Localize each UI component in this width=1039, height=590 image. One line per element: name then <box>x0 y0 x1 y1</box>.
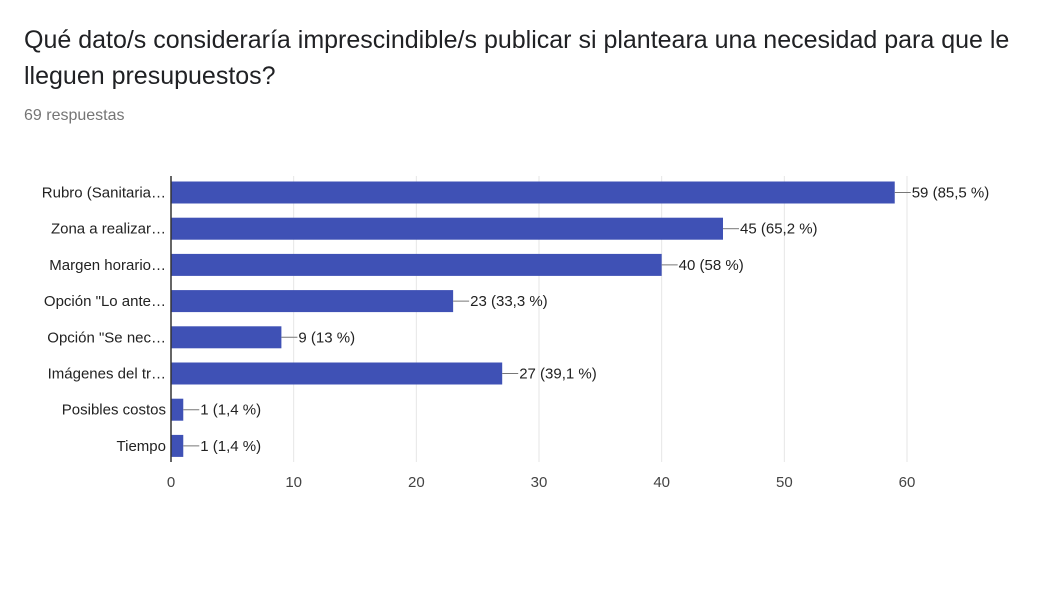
category-label: Opción "Lo ante… <box>44 293 166 310</box>
tick-labels: 0 10 20 30 40 50 60 <box>167 474 916 491</box>
bar <box>171 253 662 276</box>
tick-label: 20 <box>408 474 425 491</box>
category-label: Posibles costos <box>62 402 166 419</box>
category-label: Imágenes del tr… <box>48 366 166 383</box>
data-label: 59 (85,5 %) <box>912 185 990 202</box>
bar <box>171 326 282 349</box>
bar <box>171 217 723 240</box>
question-title: Qué dato/s consideraría imprescindible/s… <box>24 26 1010 90</box>
bar <box>171 362 503 385</box>
tick-label: 40 <box>653 474 670 491</box>
category-label: Rubro (Sanitaria… <box>42 185 166 202</box>
data-label: 1 (1,4 %) <box>200 402 261 419</box>
bar <box>171 290 454 313</box>
data-labels: 59 (85,5 %) 45 (65,2 %) 40 (58 %) 23 (33,3 … <box>200 185 989 455</box>
data-label: 9 (13 %) <box>298 329 355 346</box>
bar <box>171 181 895 204</box>
bar <box>171 398 184 421</box>
tick-label: 60 <box>899 474 916 491</box>
bar <box>171 434 184 457</box>
data-label: 27 (39,1 %) <box>519 366 597 383</box>
category-label: Margen horario… <box>49 257 166 274</box>
category-label: Zona a realizar… <box>51 221 166 238</box>
data-label: 23 (33,3 %) <box>470 293 548 310</box>
tick-label: 0 <box>167 474 175 491</box>
bars <box>171 181 895 457</box>
tick-label: 30 <box>531 474 548 491</box>
tick-label: 10 <box>285 474 302 491</box>
category-label: Opción "Se nec… <box>47 329 166 346</box>
tick-label: 50 <box>776 474 793 491</box>
category-labels: Rubro (Sanitaria… Zona a realizar… Margen … <box>42 185 166 455</box>
response-count: 69 respuestas <box>24 107 125 124</box>
data-label: 45 (65,2 %) <box>740 221 818 238</box>
data-label: 40 (58 %) <box>679 257 744 274</box>
leader-lines <box>183 192 911 447</box>
category-label: Tiempo <box>117 438 166 455</box>
data-label: 1 (1,4 %) <box>200 438 261 455</box>
